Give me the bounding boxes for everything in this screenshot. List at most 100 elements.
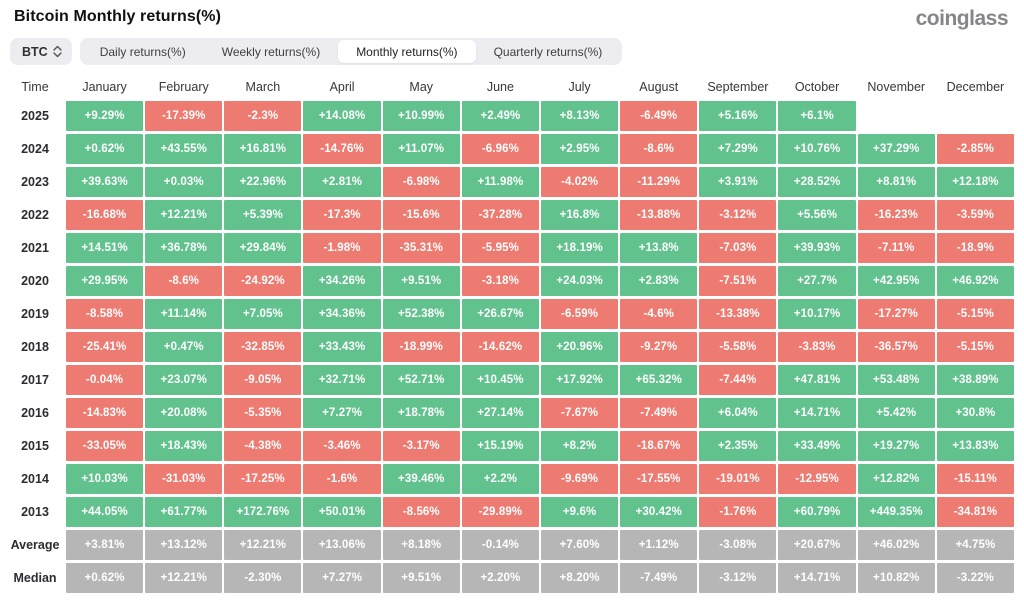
return-cell: +6.04%: [699, 398, 777, 428]
row-label: 2017: [21, 373, 49, 387]
return-cell: -3.59%: [936, 200, 1014, 230]
return-cell: -7.49%: [620, 398, 698, 428]
return-cell: +33.43%: [303, 332, 381, 362]
return-cell: +19.27%: [857, 431, 935, 461]
return-cell: +11.14%: [145, 299, 223, 329]
return-cell: +16.8%: [540, 200, 619, 230]
return-cell: +11.07%: [382, 134, 460, 164]
row-label: 2016: [21, 406, 49, 420]
return-cell: -2.85%: [936, 134, 1014, 164]
column-header-month: April: [329, 79, 355, 94]
return-cell: -7.44%: [699, 365, 777, 395]
return-cell: +12.18%: [936, 167, 1014, 197]
return-cell: +13.83%: [936, 431, 1014, 461]
return-cell: -8.58%: [66, 299, 144, 329]
return-cell: +52.71%: [382, 365, 460, 395]
return-cell: -5.58%: [699, 332, 777, 362]
column-header-month: July: [568, 79, 591, 94]
return-cell: +7.27%: [303, 563, 381, 593]
return-cell: +28.52%: [778, 167, 856, 197]
return-cell: -18.67%: [620, 431, 698, 461]
return-cell: +24.03%: [540, 266, 619, 296]
return-cell: -34.81%: [936, 497, 1014, 527]
row-label: 2022: [21, 208, 49, 222]
toolbar: BTC Daily returns(%) Weekly returns(%) Mon…: [10, 38, 1024, 65]
coin-select[interactable]: BTC: [10, 38, 72, 65]
return-cell: [937, 101, 1014, 131]
return-cell: +14.08%: [303, 101, 381, 131]
return-cell: -18.9%: [936, 233, 1014, 263]
return-cell: -36.57%: [857, 332, 935, 362]
return-cell: +27.14%: [461, 398, 539, 428]
return-cell: -9.05%: [224, 365, 302, 395]
row-label: 2015: [21, 439, 49, 453]
return-cell: +46.02%: [857, 530, 935, 560]
return-cell: +60.79%: [778, 497, 856, 527]
return-cell: -17.39%: [145, 101, 223, 131]
row-label: 2018: [21, 340, 49, 354]
return-cell: +12.21%: [224, 530, 302, 560]
column-header-month: March: [245, 79, 281, 94]
return-cell: -1.6%: [303, 464, 381, 494]
return-cell: +2.20%: [461, 563, 539, 593]
return-cell: -37.28%: [461, 200, 539, 230]
return-cell: +4.75%: [936, 530, 1014, 560]
coin-select-value: BTC: [22, 44, 48, 59]
return-cell: +34.26%: [303, 266, 381, 296]
return-cell: -33.05%: [66, 431, 144, 461]
row-label: Median: [13, 571, 57, 585]
return-cell: +20.08%: [145, 398, 223, 428]
return-cell: +0.62%: [66, 563, 144, 593]
return-cell: +8.18%: [382, 530, 460, 560]
return-cell: -17.27%: [857, 299, 935, 329]
return-cell: -3.12%: [699, 200, 777, 230]
return-cell: +11.98%: [461, 167, 539, 197]
return-cell: +36.78%: [145, 233, 223, 263]
tab-quarterly-returns[interactable]: Quarterly returns(%): [476, 40, 621, 63]
return-cell: +7.60%: [540, 530, 619, 560]
return-cell: +5.16%: [699, 101, 777, 131]
return-cell: -35.31%: [382, 233, 460, 263]
column-header-month: September: [707, 79, 769, 94]
row-label: 2019: [21, 307, 49, 321]
return-cell: -0.14%: [461, 530, 539, 560]
return-cell: -13.38%: [699, 299, 777, 329]
return-cell: -29.89%: [461, 497, 539, 527]
return-cell: -1.98%: [303, 233, 381, 263]
return-cell: +39.46%: [382, 464, 460, 494]
return-cell: -9.69%: [540, 464, 619, 494]
return-cell: +10.99%: [382, 101, 460, 131]
return-cell: -31.03%: [145, 464, 223, 494]
return-cell: -13.88%: [620, 200, 698, 230]
tab-daily-returns[interactable]: Daily returns(%): [82, 40, 204, 63]
return-cell: +10.03%: [66, 464, 144, 494]
return-cell: +9.51%: [382, 266, 460, 296]
return-cell: -0.04%: [66, 365, 144, 395]
tab-monthly-returns[interactable]: Monthly returns(%): [338, 40, 476, 63]
return-cell: +13.8%: [620, 233, 698, 263]
row-label: 2025: [21, 109, 49, 123]
return-cell: +2.35%: [699, 431, 777, 461]
row-label: 2021: [21, 241, 49, 255]
return-cell: +3.91%: [699, 167, 777, 197]
return-cell: -15.6%: [382, 200, 460, 230]
return-cell: +2.49%: [461, 101, 539, 131]
return-cell: +5.56%: [778, 200, 856, 230]
return-cell: -3.17%: [382, 431, 460, 461]
return-cell: +10.76%: [778, 134, 856, 164]
row-label: 2023: [21, 175, 49, 189]
return-cell: -3.22%: [936, 563, 1014, 593]
return-cell: -1.76%: [699, 497, 777, 527]
return-cell: +14.71%: [778, 398, 856, 428]
return-cell: +39.93%: [778, 233, 856, 263]
return-cell: +47.81%: [778, 365, 856, 395]
tab-weekly-returns[interactable]: Weekly returns(%): [204, 40, 338, 63]
return-cell: +7.05%: [224, 299, 302, 329]
return-cell: -3.83%: [778, 332, 856, 362]
return-cell: +18.43%: [145, 431, 223, 461]
return-cell: -17.25%: [224, 464, 302, 494]
return-cell: +7.27%: [303, 398, 381, 428]
return-cell: -15.11%: [936, 464, 1014, 494]
return-cell: +46.92%: [936, 266, 1014, 296]
